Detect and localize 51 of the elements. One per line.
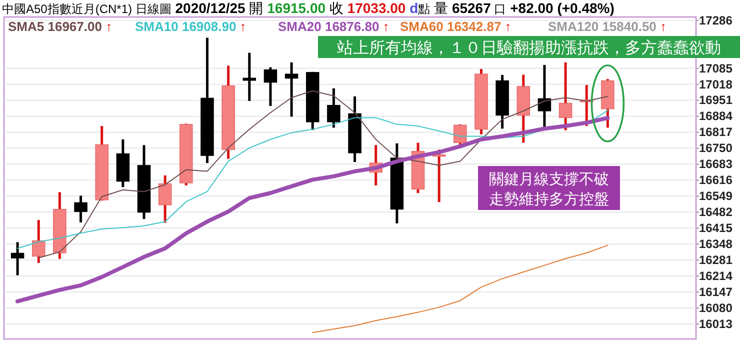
- text: SMA60 16342.87↑: [400, 19, 512, 34]
- chart-subtitle: 日線圖: [132, 2, 172, 16]
- annotation: 關鍵月線支撐不破: [489, 171, 609, 188]
- text: 點: [417, 2, 430, 16]
- text: 收: [326, 0, 344, 16]
- y-tick-label: 16683: [699, 157, 733, 172]
- y-tick-label: 16951: [699, 93, 733, 108]
- y-tick-label: 16750: [699, 141, 733, 156]
- text: 量: [430, 0, 448, 16]
- text: +82.00 (+0.48%): [506, 0, 614, 16]
- line-series: [312, 244, 608, 334]
- y-tick-label: 16549: [699, 189, 733, 204]
- y-tick-label: 17286: [699, 13, 733, 28]
- candlestick: [32, 218, 46, 264]
- line-series: [16, 116, 610, 304]
- candlestick: [158, 174, 172, 224]
- y-tick-label: 16884: [699, 109, 733, 124]
- text: 17033.00: [343, 0, 406, 16]
- candlestick: [538, 64, 552, 129]
- candlestick: [284, 61, 298, 118]
- text: 開: [245, 0, 264, 16]
- y-tick-label: 16214: [699, 269, 733, 284]
- candlestick: [242, 52, 256, 102]
- text: 口: [490, 2, 506, 16]
- y-tick-label: 16616: [699, 173, 733, 188]
- candlestick: [10, 240, 24, 277]
- text: 16915.00: [263, 0, 326, 16]
- text: d: [406, 0, 418, 16]
- y-tick-label: 16482: [699, 205, 733, 220]
- text: 65267: [448, 0, 492, 16]
- legend-label: SMA120 15840.50↑: [548, 19, 667, 34]
- y-tick-label: 16415: [699, 221, 733, 236]
- text: SMA5 16967.00↑: [8, 19, 112, 34]
- y-tick-label: 17018: [699, 77, 733, 92]
- y-tick-label: 16817: [699, 125, 733, 140]
- text: SMA10 16908.90↑: [135, 19, 246, 34]
- text: SMA20 16876.80↑: [278, 19, 390, 34]
- y-tick-label: 16348: [699, 237, 733, 252]
- text: 2020/12/25: [171, 0, 246, 16]
- candlestick: [264, 66, 278, 108]
- y-tick-label: 16013: [699, 316, 733, 331]
- candlestick: [327, 87, 340, 129]
- chart-title: 中國A50指數近月(CN*1): [2, 2, 132, 16]
- candlestick: [74, 194, 88, 224]
- y-tick-label: 16147: [699, 285, 733, 300]
- y-tick-label: 16080: [699, 300, 733, 315]
- y-tick-label: 17085: [699, 61, 733, 76]
- y-tick-label: 16281: [699, 253, 733, 268]
- annotation: 站上所有均線，１０日驗翻揚助漲抗跌，多方蠢蠢欲動: [337, 39, 721, 57]
- candlestick: [558, 61, 572, 132]
- annotation: 走勢維持多方控盤: [489, 191, 609, 208]
